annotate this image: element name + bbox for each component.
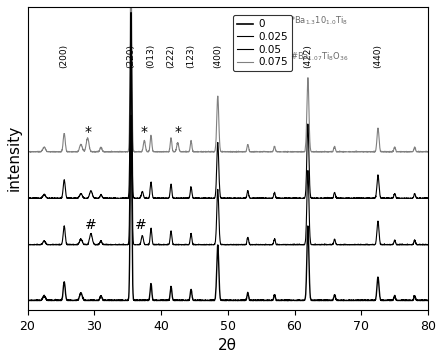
Text: (440): (440) — [373, 44, 382, 68]
Text: (422): (422) — [303, 44, 312, 68]
Text: (400): (400) — [213, 44, 222, 68]
Text: (200): (200) — [60, 44, 69, 68]
Text: (220): (220) — [127, 44, 136, 68]
Text: *: * — [141, 125, 148, 139]
Text: (222): (222) — [167, 44, 175, 68]
Text: *: * — [174, 125, 181, 139]
Text: #: # — [85, 218, 97, 232]
Text: *: * — [84, 125, 91, 139]
Text: (123): (123) — [187, 44, 195, 68]
X-axis label: 2θ: 2θ — [218, 338, 237, 353]
Text: #: # — [135, 218, 147, 232]
Text: (013): (013) — [147, 44, 155, 68]
Legend: 0, 0.025, 0.05, 0.075: 0, 0.025, 0.05, 0.075 — [233, 15, 292, 71]
Text: *Ba$_{1.3}$10$_{1.0}$Ti$_{8}$: *Ba$_{1.3}$10$_{1.0}$Ti$_{8}$ — [290, 14, 348, 27]
Text: #Ba$_{1.07}$Ti$_{8}$O$_{36}$: #Ba$_{1.07}$Ti$_{8}$O$_{36}$ — [290, 51, 348, 63]
Y-axis label: intensity: intensity — [7, 125, 22, 192]
